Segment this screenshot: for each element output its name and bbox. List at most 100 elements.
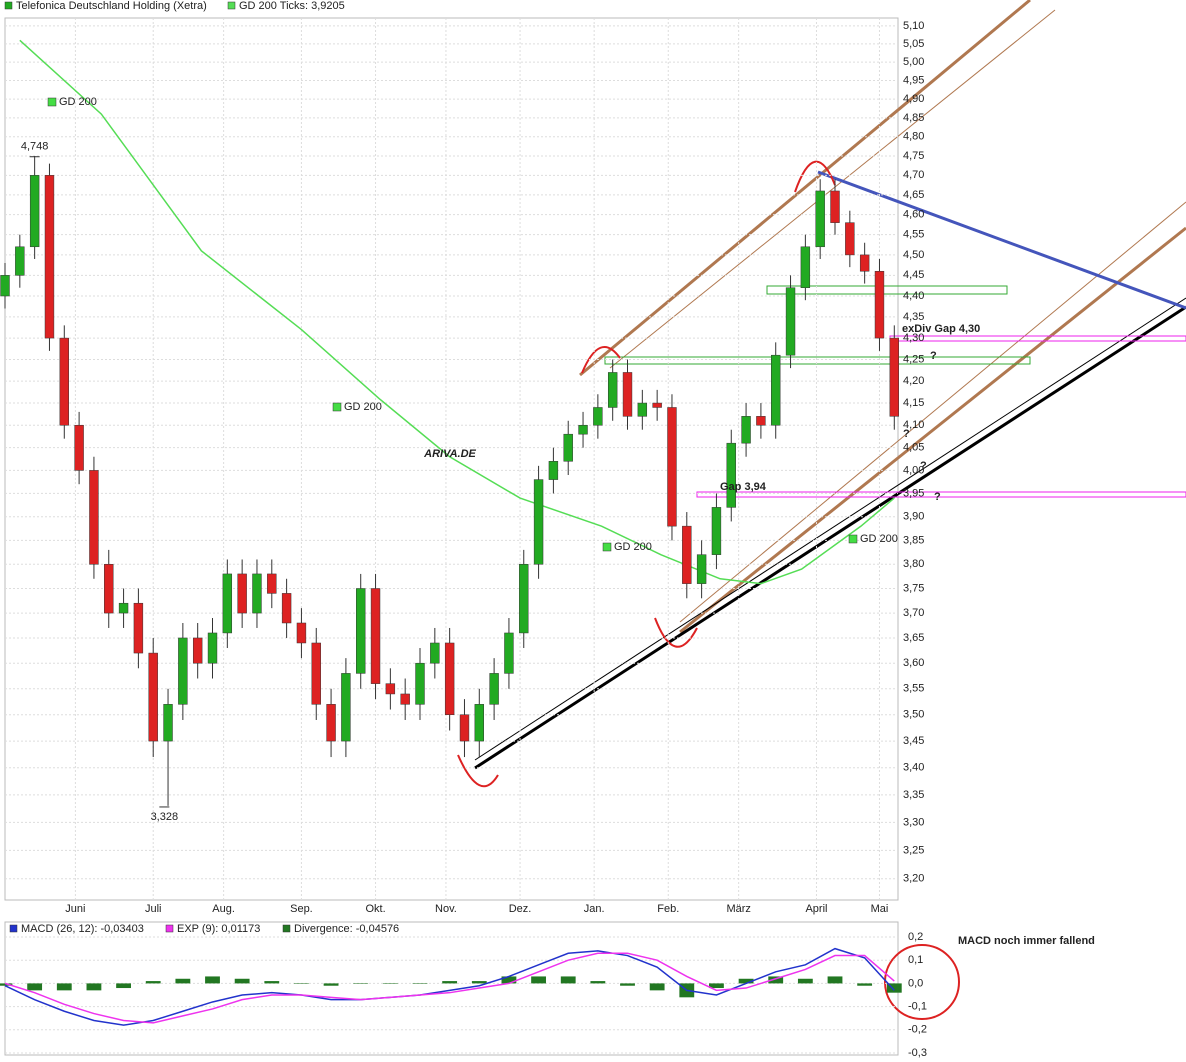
candle-body (281, 593, 292, 624)
watermark: ARIVA.DE (423, 448, 476, 460)
y-tick-label: 4,25 (903, 353, 924, 365)
candle-body (726, 442, 736, 508)
macd-line (4, 947, 895, 1026)
candle-body (341, 673, 351, 742)
moving-average-line (19, 39, 895, 585)
x-tick-label: Nov. (435, 903, 457, 915)
candle-body (400, 693, 410, 705)
drawings (457, 0, 1186, 1020)
candle-body (711, 507, 722, 555)
candle-body (207, 632, 218, 664)
candle-body (44, 175, 55, 339)
candle-body (563, 433, 573, 462)
gap-box (696, 491, 1186, 498)
y-tick-label: 3,35 (903, 789, 924, 801)
candle-body (548, 461, 559, 480)
legend-swatch (9, 924, 18, 933)
legend-label: Divergence: -0,04576 (294, 923, 399, 935)
resistance-line (817, 170, 1186, 310)
y-tick-label: 4,65 (903, 189, 924, 201)
y-tick-label: 4,90 (903, 93, 924, 105)
y-tick-label: 3,85 (903, 534, 924, 546)
candle-body (148, 652, 158, 742)
histogram-bar (382, 983, 398, 984)
candle-body (607, 372, 618, 408)
candle-body (444, 642, 455, 715)
candle-body (459, 714, 470, 742)
annotation-marker (602, 542, 612, 552)
candle-body (785, 287, 796, 356)
candle-body (622, 372, 633, 417)
y-tick-label: 4,30 (903, 332, 924, 344)
x-tick-label: Sep. (290, 903, 313, 915)
candle-body (15, 246, 25, 276)
x-tick-label: April (805, 903, 827, 915)
legend-swatch (165, 924, 174, 933)
support-line (474, 305, 1186, 770)
annotation: Gap 3,94 (720, 481, 767, 493)
candle-body (667, 407, 677, 527)
y-tick-label: 3,30 (903, 816, 924, 828)
y-tick-label: 4,85 (903, 112, 924, 124)
annotation: MACD noch immer fallend (958, 935, 1095, 947)
annotation: ? (903, 428, 910, 440)
histogram-bar (590, 981, 606, 984)
candle-body (370, 588, 381, 684)
y-tick-label: 4,20 (903, 375, 924, 387)
y-tick-label: 5,05 (903, 38, 924, 50)
trend-channel (679, 226, 1186, 634)
candle-body (800, 246, 811, 288)
turn-arc (457, 754, 499, 788)
histogram-bar (116, 983, 131, 989)
y-tick-label: 0,2 (908, 931, 923, 943)
y-tick-label: 4,70 (903, 169, 924, 181)
candle-body (133, 602, 144, 654)
histogram-bar (501, 976, 517, 984)
candle-body (874, 270, 885, 339)
candle-body (385, 683, 396, 695)
y-tick-label: 4,80 (903, 131, 924, 143)
candle-body (859, 254, 870, 272)
candle-body (652, 402, 662, 408)
candle-body (504, 632, 514, 674)
y-tick-label: -0,2 (908, 1024, 927, 1036)
candle-body (29, 175, 40, 248)
histogram-bar (323, 983, 339, 986)
candle-body (637, 402, 648, 417)
x-tick-label: Feb. (657, 903, 679, 915)
candle-body (267, 573, 277, 594)
annotation: ? (920, 460, 927, 472)
annotation-marker (848, 534, 858, 544)
trend-channel (609, 9, 1056, 369)
y-tick-label: 0,0 (908, 977, 923, 989)
histogram-bar (560, 976, 576, 984)
candle-body (845, 222, 855, 256)
histogram-bar (294, 983, 309, 984)
zone-box (604, 356, 1031, 365)
annotation: GD 200 (344, 401, 382, 413)
histogram-bar (709, 983, 724, 989)
histogram-bar (234, 978, 250, 984)
y-tick-label: 3,20 (903, 873, 924, 885)
y-tick-label: 4,35 (903, 311, 924, 323)
y-tick-label: 3,95 (903, 487, 924, 499)
y-tick-label: 5,00 (903, 56, 924, 68)
legend-label: EXP (9): 0,01173 (177, 923, 260, 935)
histogram-bar (738, 978, 754, 984)
histogram-bar (471, 981, 487, 984)
trend-channel (579, 0, 1031, 377)
histogram-bar (412, 983, 428, 984)
x-tick-label: Okt. (365, 903, 385, 915)
candle-body (0, 275, 10, 297)
histogram-bar (886, 983, 902, 993)
histogram-bar (857, 983, 873, 986)
candle-body (474, 704, 484, 742)
annotation: ? (934, 491, 941, 503)
x-tick-label: März (726, 903, 750, 915)
y-tick-label: 4,75 (903, 150, 924, 162)
candle-body (593, 407, 603, 426)
candle-body (326, 704, 336, 742)
legend-swatch (4, 1, 13, 10)
y-tick-label: 4,40 (903, 290, 924, 302)
